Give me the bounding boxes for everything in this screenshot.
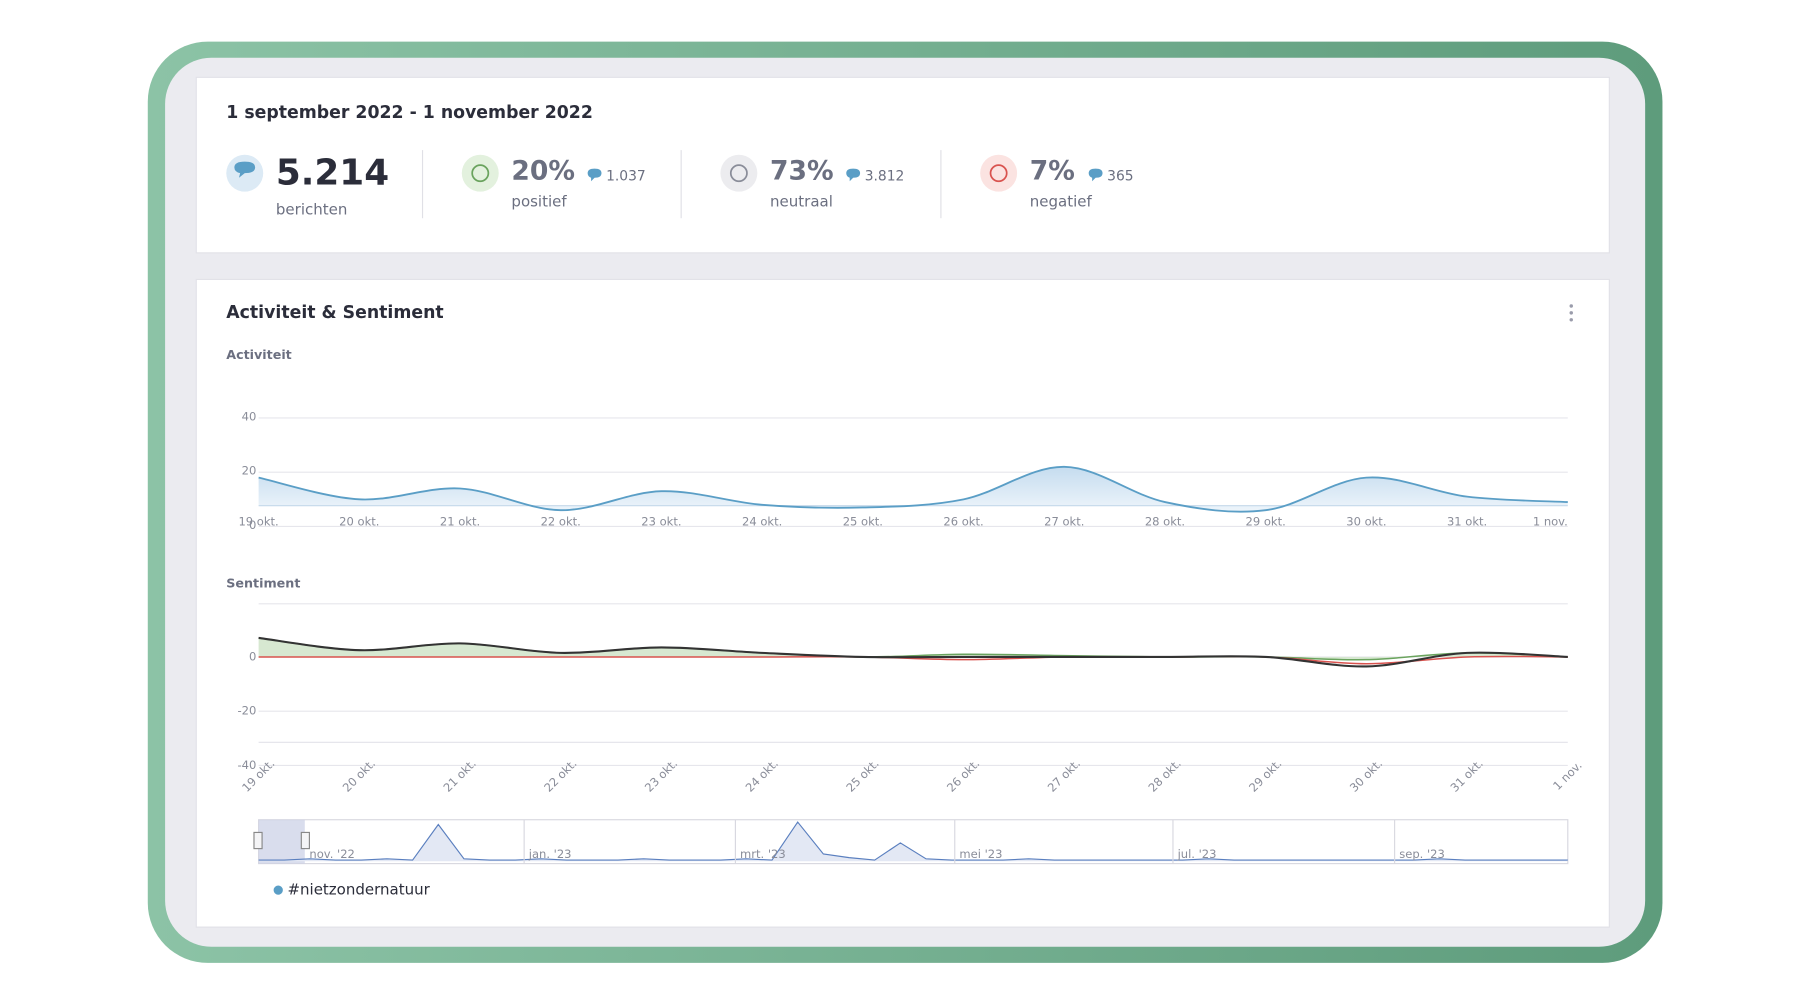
- navigator-selection[interactable]: [258, 819, 305, 864]
- x-tick-label: 31 okt.: [1447, 514, 1487, 528]
- x-tick-label: 1 nov.: [1533, 514, 1568, 528]
- x-tick-label: 20 okt.: [339, 514, 379, 528]
- sentiment-line: [258, 655, 1568, 665]
- navigator-label: jan. '23: [528, 847, 572, 861]
- panel-title: Activiteit & Sentiment: [226, 303, 443, 323]
- navigator-label: mei '23: [959, 847, 1002, 861]
- x-tick-label: 30 okt.: [1346, 514, 1386, 528]
- icon: [1088, 168, 1103, 182]
- icon: [720, 154, 758, 192]
- sentiment-area: [258, 637, 1568, 660]
- summary-card: [195, 76, 1610, 254]
- stat-count: 1.037: [606, 169, 646, 185]
- x-tick-label: 27 okt.: [1044, 514, 1084, 528]
- sentiment-line: [258, 636, 1568, 668]
- menu-button[interactable]: [1569, 304, 1573, 322]
- stat-value: 73%: [770, 156, 834, 187]
- icon: [461, 154, 499, 192]
- y-tick-label: -40: [237, 758, 256, 772]
- stat-label: neutraal: [770, 193, 833, 211]
- navigator-handle[interactable]: [300, 831, 310, 850]
- stat-value: 5.214: [276, 152, 389, 193]
- x-tick-label: 22 okt.: [541, 514, 581, 528]
- stat-label: positief: [511, 193, 567, 211]
- navigator-handle[interactable]: [253, 831, 263, 850]
- y-tick-label: 20: [242, 464, 257, 478]
- stat-count: 365: [1107, 169, 1133, 185]
- x-tick-label: 19 okt.: [238, 514, 278, 528]
- y-tick-label: -20: [237, 704, 256, 718]
- legend-dot: [273, 885, 283, 895]
- navigator-label: sep. '23: [1399, 847, 1445, 861]
- x-tick-label: 29 okt.: [1246, 514, 1286, 528]
- x-tick-label: 28 okt.: [1145, 514, 1185, 528]
- stats: 5.214 berichten: [226, 150, 1018, 219]
- navigator-label: mrt. '23: [740, 847, 786, 861]
- navigator-label: nov. '22: [309, 847, 354, 861]
- chart-title: Activiteit: [226, 347, 291, 362]
- x-tick-label: 23 okt.: [641, 514, 681, 528]
- stat-value: 20%: [511, 156, 575, 187]
- stat-label: negatief: [1030, 193, 1093, 211]
- y-tick-label: 0: [249, 649, 256, 663]
- x-tick-label: 26 okt.: [943, 514, 983, 528]
- activity-line: [258, 465, 1568, 513]
- x-tick-label: 24 okt.: [742, 514, 782, 528]
- y-tick-label: 0: [249, 518, 256, 532]
- navigator-line: [258, 821, 1568, 861]
- navigator-label: jul. '23: [1177, 847, 1217, 861]
- navigator-area: [258, 822, 1568, 862]
- icon: [471, 164, 490, 183]
- x-tick-label: 21 okt.: [440, 514, 480, 528]
- x-tick-label: 25 okt.: [843, 514, 883, 528]
- icon: [980, 154, 1018, 192]
- y-tick-label: 40: [242, 409, 257, 423]
- legend-label[interactable]: #nietzondernatuur: [287, 881, 430, 899]
- date-range: 1 september 2022 - 1 november 2022: [226, 103, 593, 123]
- stat-value: 7%: [1030, 156, 1075, 187]
- stat-count: 3.812: [865, 169, 905, 185]
- stat-label: berichten: [276, 201, 347, 219]
- chart-title: Sentiment: [226, 576, 300, 591]
- icon: [234, 161, 256, 178]
- icon: [989, 164, 1008, 183]
- icon: [729, 164, 748, 183]
